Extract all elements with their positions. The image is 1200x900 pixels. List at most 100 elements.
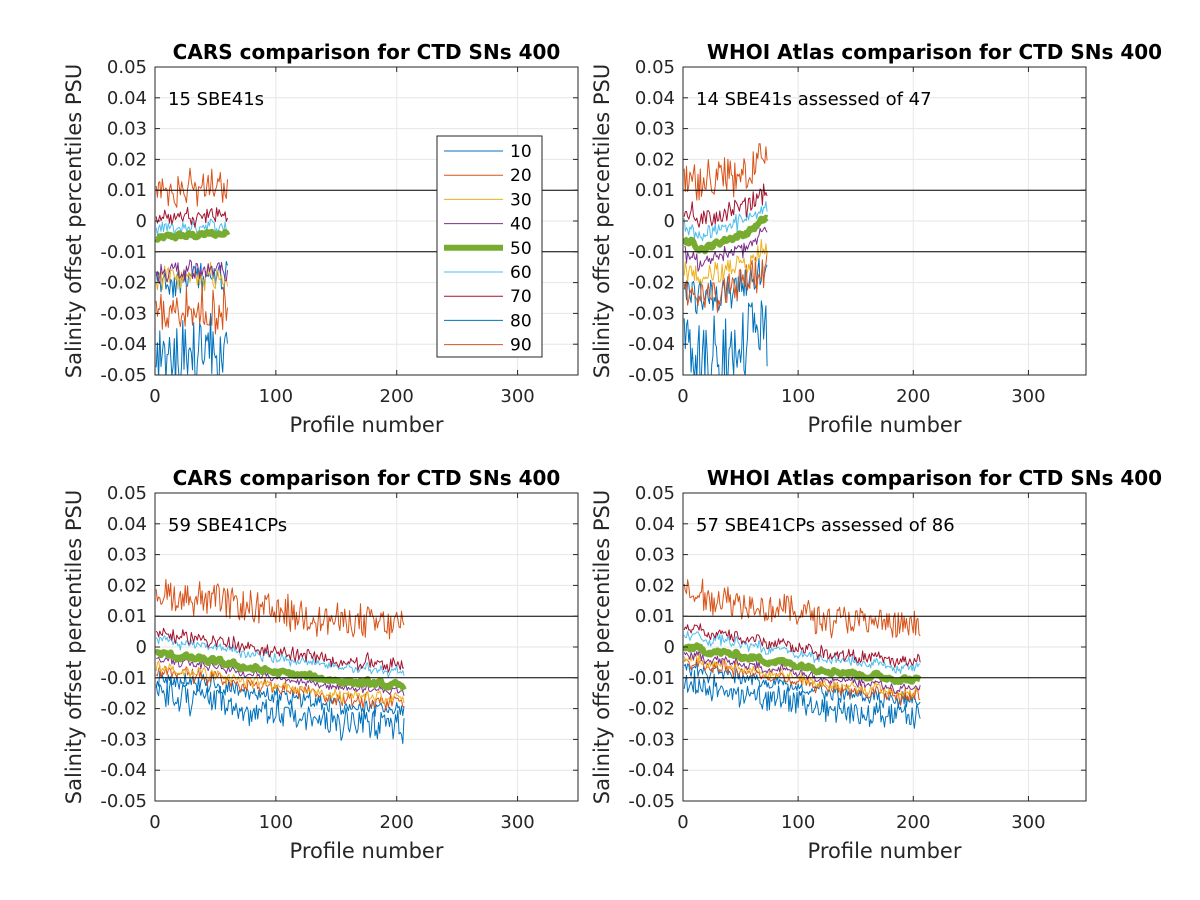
series-group (683, 578, 922, 729)
series-group (155, 578, 407, 745)
chart-title: WHOI Atlas comparison for CTD SNs 400 (707, 40, 1162, 64)
x-tick-label: 0 (677, 386, 688, 407)
annotation: 57 SBE41CPs assessed of 86 (696, 515, 955, 536)
y-tick-label: -0.02 (628, 699, 675, 720)
y-tick-label: -0.04 (100, 760, 147, 781)
x-axis-label: Profile number (290, 839, 444, 863)
y-tick-label: -0.05 (100, 791, 147, 812)
annotation: 59 SBE41CPs (168, 515, 287, 536)
y-tick-label: -0.02 (100, 699, 147, 720)
y-tick-label: 0.04 (635, 88, 675, 109)
series-line-70 (155, 206, 228, 228)
series-line-70 (683, 623, 921, 668)
series-line-50 (155, 228, 231, 243)
y-tick-label: 0.03 (635, 545, 675, 566)
y-tick-label: 0.03 (107, 119, 147, 140)
series-line-30 (155, 660, 405, 704)
y-tick-label: 0.04 (107, 88, 147, 109)
y-tick-label: 0 (136, 637, 147, 658)
series-line-80 (683, 670, 921, 729)
y-tick-label: 0.02 (107, 149, 147, 170)
y-tick-label: -0.03 (628, 303, 675, 324)
x-axis-label: Profile number (808, 839, 962, 863)
y-axis-label: Salinity offset percentiles PSU (62, 64, 86, 378)
x-tick-label: 0 (149, 812, 160, 833)
chart-title: CARS comparison for CTD SNs 400 (173, 466, 561, 490)
x-tick-label: 100 (781, 812, 815, 833)
series-line-90 (683, 143, 768, 201)
y-tick-label: 0.01 (107, 180, 147, 201)
y-tick-label: -0.04 (628, 334, 675, 355)
y-tick-label: -0.03 (628, 729, 675, 750)
legend-label-10: 10 (510, 142, 532, 162)
legend-label-60: 60 (510, 263, 532, 283)
series-line-50 (683, 642, 922, 685)
y-tick-label: 0.01 (635, 180, 675, 201)
y-tick-label: 0.01 (107, 606, 147, 627)
panel-3: 0 100 200 300 -0.05 -0.04 -0.03 -0.02 -0.01 0 0.01… (62, 466, 579, 863)
x-tick-label: 200 (380, 386, 414, 407)
y-tick-label: 0 (664, 637, 675, 658)
chart-title: WHOI Atlas comparison for CTD SNs 400 (707, 466, 1162, 490)
x-tick-label: 0 (149, 386, 160, 407)
y-tick-label: -0.03 (100, 729, 147, 750)
series-group (683, 143, 769, 375)
y-tick-label: 0.03 (635, 119, 675, 140)
y-tick-label: -0.04 (628, 760, 675, 781)
panel-4: 0 100 200 300 -0.05 -0.04 -0.03 -0.02 -0.01 0 0.01… (590, 466, 1162, 863)
y-tick-label: -0.05 (628, 365, 675, 386)
y-tick-label: -0.01 (628, 668, 675, 689)
series-line-60 (683, 630, 921, 674)
y-tick-label: -0.02 (100, 273, 147, 294)
y-axis-label: Salinity offset percentiles PSU (590, 64, 614, 378)
x-tick-label: 300 (500, 812, 534, 833)
x-axis-label: Profile number (808, 413, 962, 437)
series-line-80 (155, 679, 405, 745)
x-tick-label: 300 (1011, 386, 1045, 407)
y-tick-label: 0.03 (107, 545, 147, 566)
y-tick-label: 0.02 (635, 149, 675, 170)
series-line-80 (683, 300, 768, 375)
panel-2: 0 100 200 300 -0.05 -0.04 -0.03 -0.02 -0.01 0 0.01… (590, 40, 1162, 437)
y-tick-label: -0.03 (100, 303, 147, 324)
x-tick-label: 200 (896, 812, 930, 833)
series-line-50 (155, 649, 407, 692)
x-tick-label: 200 (896, 386, 930, 407)
y-tick-label: 0 (664, 211, 675, 232)
series-line-30 (683, 239, 768, 285)
y-tick-label: -0.05 (100, 365, 147, 386)
legend-label-20: 20 (510, 166, 532, 186)
series-line-80 (155, 313, 228, 375)
y-tick-label: 0.01 (635, 606, 675, 627)
y-tick-label: 0.02 (107, 575, 147, 596)
series-group (155, 167, 231, 375)
legend-label-90: 90 (510, 336, 532, 356)
y-tick-label: -0.04 (100, 334, 147, 355)
series-line-90 (683, 578, 921, 639)
y-tick-label: 0.05 (107, 483, 147, 504)
y-axis-label: Salinity offset percentiles PSU (62, 490, 86, 804)
y-tick-label: -0.01 (100, 668, 147, 689)
series-line-90 (155, 578, 405, 640)
y-tick-label: 0.05 (635, 57, 675, 78)
y-tick-label: -0.05 (628, 791, 675, 812)
y-axis-label: Salinity offset percentiles PSU (590, 490, 614, 804)
x-axis-label: Profile number (290, 413, 444, 437)
y-tick-label: 0.02 (635, 575, 675, 596)
y-tick-label: 0 (136, 211, 147, 232)
series-line-70 (683, 183, 768, 228)
x-tick-label: 100 (781, 386, 815, 407)
annotation: 14 SBE41s assessed of 47 (696, 89, 932, 110)
series-line-20 (683, 250, 768, 313)
y-tick-label: -0.01 (628, 242, 675, 263)
annotation: 15 SBE41s (168, 89, 264, 110)
y-tick-label: 0.04 (635, 514, 675, 535)
legend-label-40: 40 (510, 215, 532, 235)
legend-label-80: 80 (510, 311, 532, 331)
legend-label-30: 30 (510, 190, 532, 210)
x-tick-label: 100 (259, 812, 293, 833)
legend-label-70: 70 (510, 287, 532, 307)
series-line-60 (683, 201, 768, 242)
